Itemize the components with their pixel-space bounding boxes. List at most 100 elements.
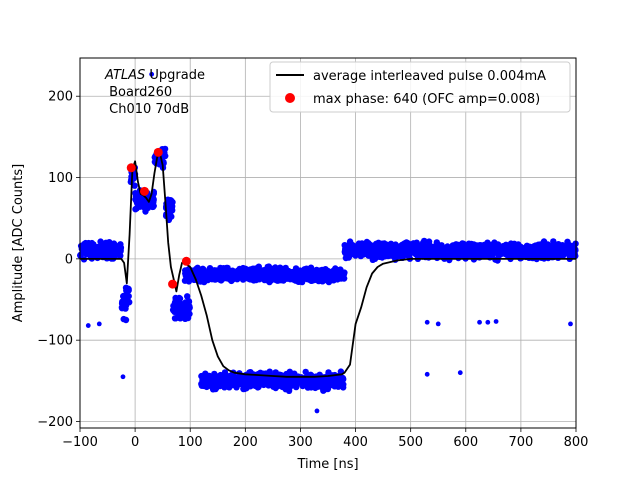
sample-point: [358, 240, 366, 247]
sample-point: [374, 248, 381, 255]
sample-point: [352, 252, 359, 259]
sample-point: [247, 381, 255, 388]
sample-point: [467, 246, 474, 253]
y-tick-label: 0: [65, 252, 73, 267]
sample-point: [233, 381, 241, 388]
sample-point: [394, 253, 401, 260]
sample-point: [571, 246, 578, 253]
x-tick-label: 700: [508, 435, 533, 450]
sample-point: [105, 246, 112, 254]
sample-point: [91, 250, 98, 257]
sample-point: [505, 250, 512, 257]
sample-point: [171, 308, 178, 315]
sample-point: [548, 242, 555, 250]
sample-point: [184, 293, 191, 300]
sample-point: [123, 287, 130, 294]
sample-point-outlier: [149, 71, 155, 77]
sample-point: [383, 252, 391, 259]
sample-point: [166, 207, 173, 215]
sample-point: [131, 182, 138, 189]
max-phase-point: [181, 256, 191, 266]
sample-point: [182, 314, 189, 322]
sample-point: [223, 270, 230, 277]
sample-point: [302, 368, 309, 376]
sample-point: [408, 241, 415, 248]
sample-point: [332, 271, 339, 279]
sample-point: [432, 252, 439, 259]
sample-point: [197, 272, 204, 279]
sample-point: [330, 380, 337, 387]
sample-point: [202, 370, 209, 377]
sample-point: [215, 377, 222, 384]
sample-point-outlier: [424, 371, 430, 377]
y-axis-label: Amplitude [ADC Counts]: [11, 164, 26, 322]
sample-point: [433, 239, 440, 246]
sample-point: [282, 275, 289, 282]
sample-point: [485, 249, 492, 256]
sample-point: [369, 252, 376, 259]
sample-point-outlier: [314, 408, 320, 414]
sample-point: [425, 238, 433, 245]
sample-point: [311, 381, 318, 389]
x-tick-label: 200: [233, 435, 258, 450]
sample-points: [77, 71, 579, 414]
sample-point: [255, 272, 262, 279]
sample-point: [484, 239, 491, 246]
annotation: ATLAS Upgrade Board260 Ch010 70dB: [104, 68, 205, 117]
sample-point: [516, 251, 523, 258]
max-phase-point: [126, 163, 136, 173]
x-tick-label: −100: [62, 435, 98, 450]
sample-point-outlier: [457, 370, 463, 376]
sample-point: [310, 275, 317, 283]
x-axis-label: Time [ns]: [296, 457, 358, 472]
sample-point: [316, 382, 323, 389]
sample-point: [442, 246, 450, 254]
sample-point: [115, 244, 122, 252]
x-tick-label: 0: [131, 435, 139, 450]
sample-point: [493, 244, 501, 251]
sample-point: [323, 384, 330, 391]
sample-point: [213, 268, 221, 276]
sample-point: [262, 274, 269, 281]
axis-ticks: −100 0 100 200 300 400 500 600 700 800 −200 −100 0 10…: [37, 90, 588, 450]
sample-point: [341, 242, 348, 249]
sample-point-outlier: [120, 374, 126, 380]
sample-point: [292, 377, 299, 384]
sample-point: [338, 374, 345, 381]
sample-point-outlier: [493, 319, 499, 324]
sample-point: [122, 316, 130, 324]
sample-point-outlier: [435, 321, 441, 327]
sample-point: [82, 239, 89, 247]
sample-point: [184, 273, 191, 280]
sample-point: [236, 265, 243, 273]
sample-point: [381, 240, 388, 247]
sample-point-outlier: [96, 321, 102, 327]
sample-point: [272, 369, 279, 376]
sample-point: [208, 375, 215, 382]
sample-point: [202, 376, 209, 383]
sample-point: [236, 271, 243, 278]
sample-point-outlier: [568, 321, 573, 327]
sample-point: [134, 198, 141, 206]
sample-point-outlier: [477, 319, 482, 325]
sample-point: [412, 248, 419, 255]
sample-point: [455, 249, 462, 256]
sample-point: [149, 197, 156, 204]
sample-point: [477, 242, 484, 249]
sample-point: [122, 305, 129, 312]
sample-point: [304, 266, 311, 273]
sample-point: [322, 266, 329, 273]
sample-point: [312, 268, 320, 276]
sample-point: [378, 254, 386, 261]
x-tick-label: 500: [398, 435, 423, 450]
sample-point: [298, 276, 306, 283]
sample-point: [205, 382, 212, 389]
legend-label-max-phase: max phase: 640 (OFC amp=0.008): [313, 92, 540, 107]
sample-point: [459, 246, 467, 253]
sample-point: [221, 384, 228, 391]
sample-point: [241, 266, 249, 274]
sample-point: [212, 276, 219, 283]
sample-point: [245, 272, 252, 279]
max-phase-point: [139, 186, 149, 196]
sample-point: [281, 380, 288, 388]
